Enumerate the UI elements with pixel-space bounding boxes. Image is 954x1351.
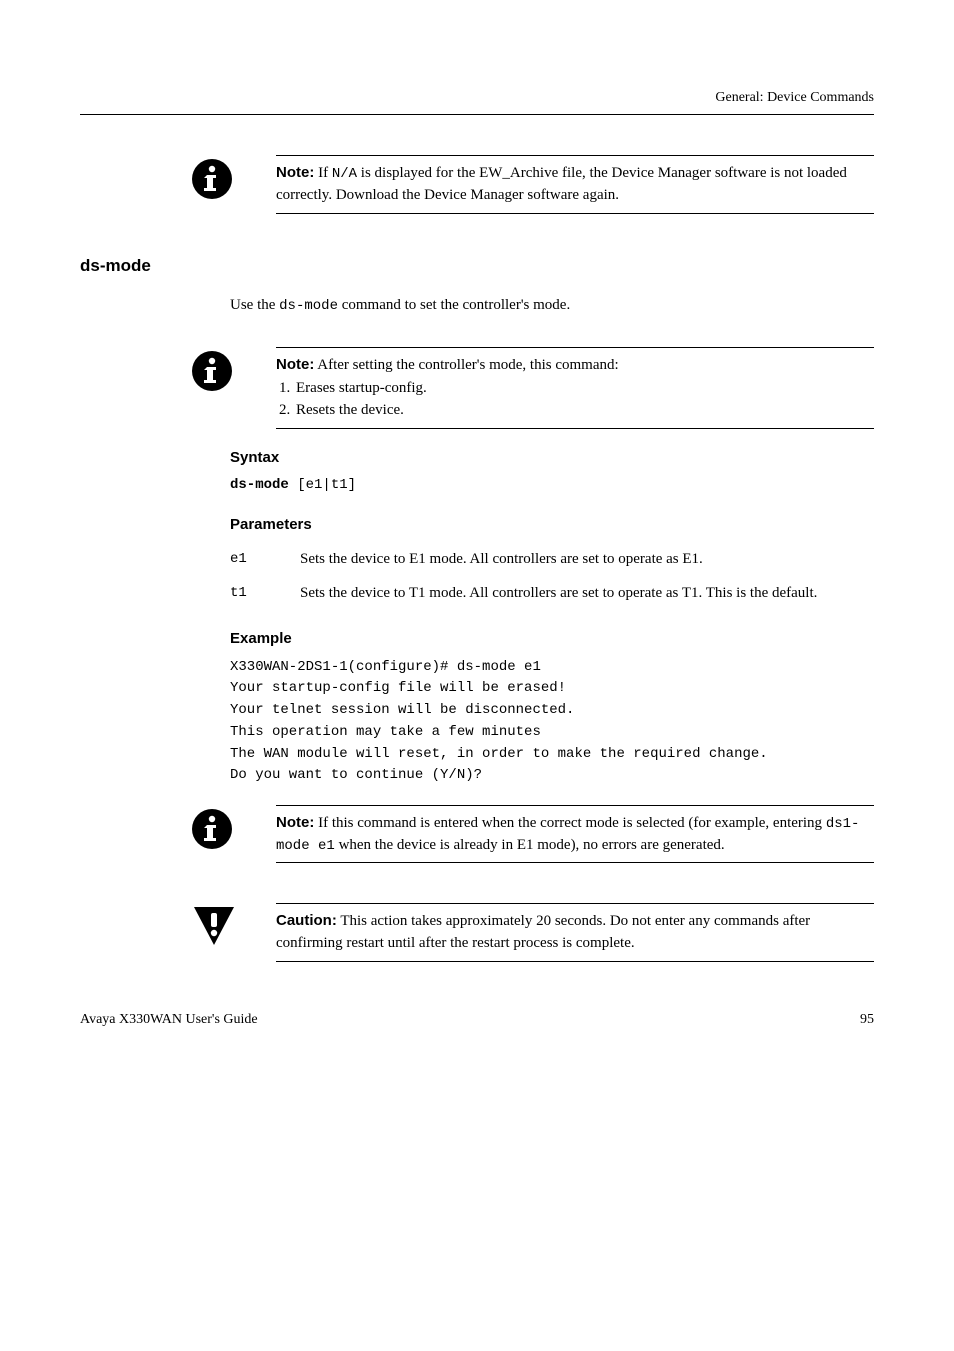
note-3-text: Note: If this command is entered when th… [276, 805, 874, 864]
syntax-heading: Syntax [230, 447, 874, 470]
page-footer: Avaya X330WAN User's Guide 95 [80, 1012, 874, 1028]
info-icon [190, 155, 246, 201]
code-line: Your telnet session will be disconnected… [230, 702, 574, 718]
note-3-t1: If this command is entered when the corr… [318, 815, 826, 831]
info-icon [190, 347, 246, 393]
info-icon [190, 805, 246, 851]
code-line: Do you want to continue (Y/N)? [230, 767, 482, 783]
param-key: e1 [230, 543, 300, 577]
code-line: This operation may take a few minutes [230, 724, 541, 740]
intro-mono: ds-mode [279, 298, 338, 314]
param-desc: Sets the device to T1 mode. All controll… [300, 577, 874, 611]
note-rule [276, 862, 874, 863]
note-label: Note: [276, 814, 314, 831]
note-rule [276, 428, 874, 429]
intro-before: Use the [230, 297, 279, 313]
syntax-line: ds-mode [e1|t1] [230, 475, 874, 496]
note-rule [276, 155, 874, 156]
table-row: e1 Sets the device to E1 mode. All contr… [230, 543, 874, 577]
caution-icon [190, 903, 246, 947]
head-rule [80, 114, 874, 115]
parameters-table: e1 Sets the device to E1 mode. All contr… [230, 543, 874, 611]
note-rule [276, 213, 874, 214]
note-rule [276, 903, 874, 904]
note-1: Note: If N/A is displayed for the EW_Arc… [190, 155, 874, 214]
code-line: Your startup-config file will be erased! [230, 680, 566, 696]
caution-block: Caution: This action takes approximately… [190, 903, 874, 962]
note-rule [276, 961, 874, 962]
caution-body: This action takes approximately 20 secon… [276, 913, 810, 951]
param-key: t1 [230, 577, 300, 611]
section-heading-dsmode: ds-mode [80, 256, 874, 276]
note-1-part1: If [318, 165, 332, 181]
code-line: X330WAN-2DS1-1(configure)# ds-mode e1 [230, 659, 541, 675]
example-heading: Example [230, 628, 874, 651]
note-rule [276, 347, 874, 348]
running-head: General: Device Commands [80, 90, 874, 106]
table-row: t1 Sets the device to T1 mode. All contr… [230, 577, 874, 611]
intro-after: command to set the controller's mode. [338, 297, 570, 313]
syntax-keyword: ds-mode [230, 477, 289, 493]
caution-label: Caution: [276, 912, 337, 929]
caution-text: Caution: This action takes approximately… [276, 903, 874, 962]
note-1-text: Note: If N/A is displayed for the EW_Arc… [276, 155, 874, 214]
note-2-text: Note: After setting the controller's mod… [276, 347, 874, 429]
example-code: X330WAN-2DS1-1(configure)# ds-mode e1 Yo… [230, 657, 874, 787]
note-label: Note: [276, 356, 314, 373]
param-desc: Sets the device to E1 mode. All controll… [300, 543, 874, 577]
parameters-heading: Parameters [230, 514, 874, 537]
note-label: Note: [276, 164, 314, 181]
note-1-mono: N/A [332, 166, 357, 182]
note-2-lead: After setting the controller's mode, thi… [317, 357, 618, 373]
note-rule [276, 805, 874, 806]
note-2: Note: After setting the controller's mod… [190, 347, 874, 429]
note-2-item1: Erases startup-config. [294, 378, 874, 400]
note-2-item2: Resets the device. [294, 400, 874, 422]
dsmode-intro: Use the ds-mode command to set the contr… [230, 294, 874, 317]
footer-left: Avaya X330WAN User's Guide [80, 1012, 258, 1028]
note-3-t2: when the device is already in E1 mode), … [335, 837, 725, 853]
syntax-args: [e1|t1] [289, 477, 356, 493]
note-1-part2: is displayed for the EW_Archive file, th… [276, 165, 847, 203]
code-line: The WAN module will reset, in order to m… [230, 746, 768, 762]
footer-page-number: 95 [860, 1012, 874, 1028]
note-3: Note: If this command is entered when th… [190, 805, 874, 864]
